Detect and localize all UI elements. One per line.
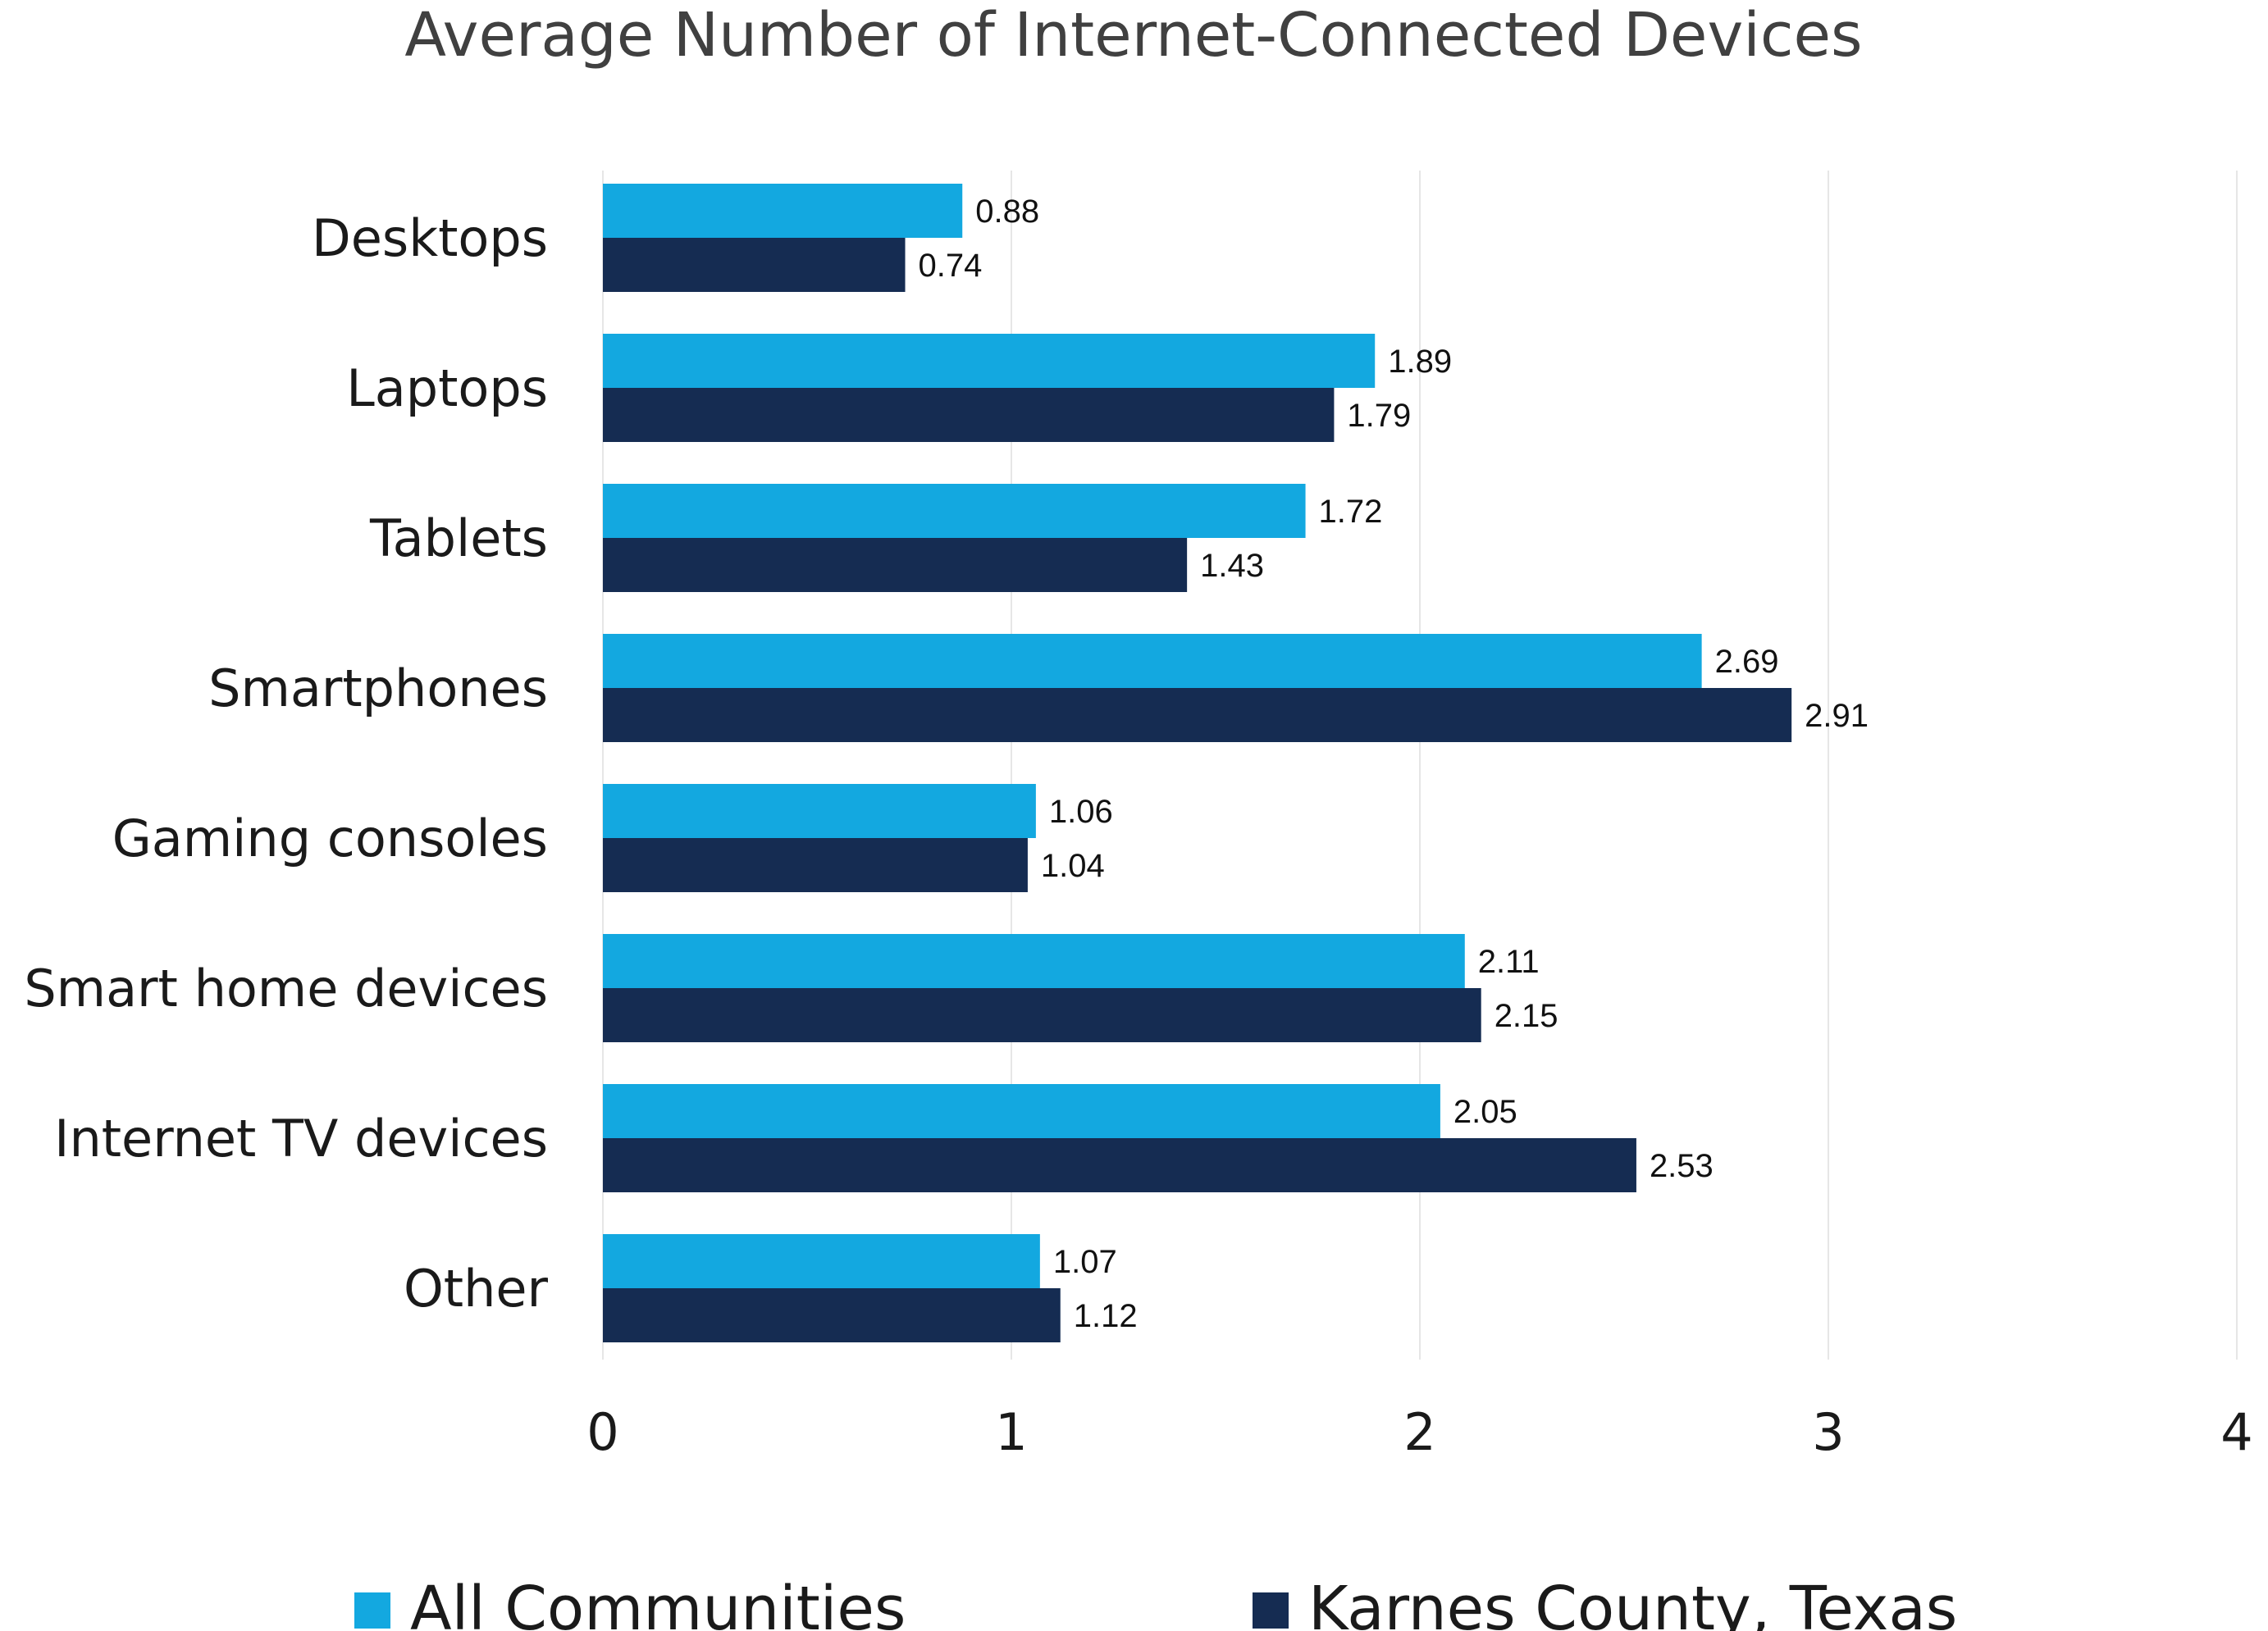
- data-labels: 0.88 0.74 1.89 1.79 1.72 1.43 2.69 2.91 1.06 1.04…: [919, 194, 1869, 1334]
- bar-all-communities: [603, 1084, 1440, 1138]
- x-tick-label: 3: [1812, 1402, 1844, 1462]
- legend-label: All Communities: [410, 1574, 906, 1631]
- bar-all-communities: [603, 484, 1306, 538]
- x-tick-label: 4: [2220, 1402, 2252, 1462]
- legend-label: Karnes County, Texas: [1308, 1574, 1957, 1631]
- data-label: 1.79: [1347, 398, 1411, 434]
- data-label: 2.05: [1453, 1094, 1517, 1130]
- category-label: Smart home devices: [24, 959, 548, 1018]
- bar-all-communities: [603, 634, 1702, 688]
- x-tick-label: 1: [995, 1402, 1027, 1462]
- x-tick-labels: 0 1 2 3 4: [586, 1402, 2252, 1462]
- bar-all-communities: [603, 334, 1376, 388]
- category-label: Internet TV devices: [54, 1109, 548, 1169]
- data-label: 2.11: [1478, 944, 1540, 980]
- bar-karnes-county: [603, 538, 1188, 592]
- data-label: 2.15: [1495, 998, 1558, 1034]
- bar-karnes-county: [603, 1288, 1061, 1342]
- bars: [603, 184, 1792, 1342]
- category-label: Other: [404, 1259, 549, 1319]
- category-labels: Desktops Laptops Tablets Smartphones Gaming …: [24, 208, 548, 1319]
- data-label: 2.91: [1805, 698, 1869, 734]
- legend-swatch: [1253, 1592, 1289, 1629]
- bar-all-communities: [603, 784, 1036, 838]
- bar-karnes-county: [603, 838, 1028, 892]
- bar-karnes-county: [603, 988, 1481, 1042]
- data-label: 1.06: [1049, 794, 1113, 830]
- x-tick-label: 0: [586, 1402, 618, 1462]
- data-label: 1.72: [1319, 494, 1383, 530]
- data-label: 0.88: [975, 194, 1039, 230]
- bar-all-communities: [603, 1234, 1040, 1288]
- data-label: 0.74: [919, 248, 983, 284]
- category-label: Laptops: [346, 358, 548, 418]
- data-label: 2.69: [1715, 644, 1779, 680]
- bar-all-communities: [603, 184, 963, 238]
- chart-title: Average Number of Internet-Connected Dev…: [404, 0, 1862, 71]
- category-label: Gaming consoles: [112, 809, 548, 868]
- category-label: Desktops: [312, 208, 548, 268]
- data-label: 1.04: [1041, 848, 1105, 884]
- category-label: Tablets: [369, 508, 548, 568]
- data-label: 1.89: [1388, 344, 1452, 380]
- data-label: 2.53: [1650, 1148, 1714, 1184]
- category-label: Smartphones: [208, 658, 548, 718]
- bar-karnes-county: [603, 688, 1792, 742]
- legend-swatch: [354, 1592, 390, 1629]
- bar-karnes-county: [603, 238, 906, 292]
- data-label: 1.07: [1053, 1244, 1117, 1280]
- x-tick-label: 2: [1403, 1402, 1435, 1462]
- bar-karnes-county: [603, 1138, 1636, 1192]
- data-label: 1.12: [1074, 1298, 1138, 1334]
- bar-all-communities: [603, 934, 1465, 988]
- legend: All Communities Karnes County, Texas: [354, 1574, 1957, 1631]
- data-label: 1.43: [1200, 548, 1264, 584]
- bar-karnes-county: [603, 388, 1335, 442]
